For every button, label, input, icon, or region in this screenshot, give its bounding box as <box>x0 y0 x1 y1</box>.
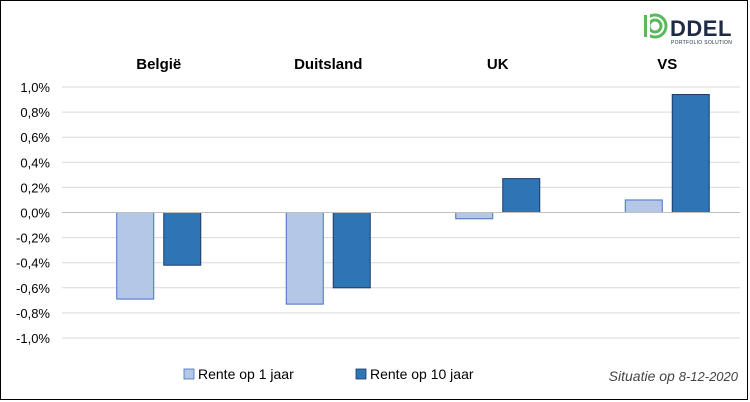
logo-mark-icon <box>642 12 668 40</box>
gridlines <box>62 86 740 339</box>
bar-rente-1-jaar-1 <box>285 212 324 305</box>
y-tick-label: 0,8% <box>20 105 50 120</box>
y-tick-label: -1,0% <box>16 331 50 346</box>
category-label: VS <box>657 56 677 73</box>
y-tick-label: 1,0% <box>20 80 50 95</box>
category-label: België <box>136 56 181 73</box>
category-labels: België Duitsland UK VS <box>136 56 677 73</box>
y-tick-label: 0,0% <box>20 206 50 221</box>
bar-rente-10-jaar-3 <box>671 94 710 213</box>
bars <box>116 94 710 305</box>
y-tick-label: -0,2% <box>16 231 50 246</box>
logo-tagline: PORTFOLIO SOLUTION <box>671 40 732 46</box>
y-tick-label: 0,2% <box>20 180 50 195</box>
situation-note-prefix: Situatie op <box>609 368 675 384</box>
category-label: Duitsland <box>294 56 362 73</box>
bar-rente-1-jaar-2 <box>455 212 494 220</box>
y-tick-label: 0,6% <box>20 130 50 145</box>
situation-note: Situatie op 8-12-2020 <box>609 368 739 384</box>
bar-rente-1-jaar-3 <box>624 199 663 213</box>
bar-rente-10-jaar-2 <box>502 178 541 214</box>
legend-swatch-rente-1-jaar <box>183 368 195 380</box>
legend-label-rente-10-jaar: Rente op 10 jaar <box>370 366 474 382</box>
y-tick-label: -0,6% <box>16 281 50 296</box>
y-tick-label: -0,8% <box>16 306 50 321</box>
legend-label-rente-1-jaar: Rente op 1 jaar <box>198 366 294 382</box>
category-label: UK <box>487 56 509 73</box>
company-logo: DDEL PORTFOLIO SOLUTION <box>642 12 732 46</box>
legend-swatch-rente-10-jaar <box>355 368 367 380</box>
bar-rente-10-jaar-1 <box>332 212 371 289</box>
y-axis-tick-labels: 1,0% 0,8% 0,6% 0,4% 0,2% 0,0% -0,2% -0,4% -0,6% -… <box>16 80 50 346</box>
legend: Rente op 1 jaar Rente op 10 jaar <box>183 366 474 382</box>
situation-note-date: 8-12-2020 <box>679 369 739 384</box>
logo-name: DDEL <box>670 16 732 41</box>
bar-rente-10-jaar-0 <box>163 212 202 266</box>
bar-rente-1-jaar-0 <box>116 212 155 300</box>
y-tick-label: 0,4% <box>20 155 50 170</box>
y-tick-label: -0,4% <box>16 256 50 271</box>
